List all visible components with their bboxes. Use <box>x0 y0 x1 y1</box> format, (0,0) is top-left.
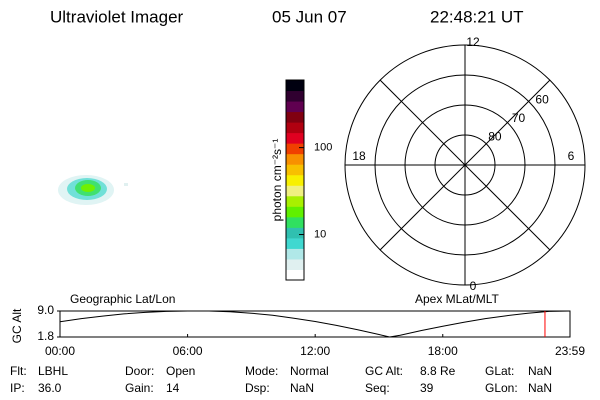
polar-ring-label: 80 <box>488 130 502 144</box>
colorbar-segment <box>286 164 304 176</box>
colorbar-tick-label: 100 <box>314 142 332 154</box>
colorbar-segment <box>286 80 304 92</box>
colorbar-segment <box>286 258 304 270</box>
polar-spoke <box>379 79 551 251</box>
info-value: NaN <box>528 364 552 378</box>
info-label: GC Alt: <box>365 364 403 378</box>
orbit-right-label: Apex MLat/MLT <box>415 292 499 306</box>
colorbar-segment <box>286 248 304 260</box>
polar-ring-label: 60 <box>535 93 549 107</box>
info-label: GLon: <box>485 381 518 395</box>
colorbar-segment <box>286 111 304 123</box>
colorbar-segment <box>286 90 304 102</box>
colorbar-segment <box>286 143 304 155</box>
colorbar-segment <box>286 206 304 218</box>
mlt-label: 12 <box>466 35 480 49</box>
colorbar-segment <box>286 185 304 197</box>
colorbar-segment <box>286 174 304 186</box>
info-value: NaN <box>290 381 314 395</box>
orbit-left-label: Geographic Lat/Lon <box>70 292 175 306</box>
orbit-x-tick-label: 12:00 <box>300 344 330 358</box>
info-value: LBHL <box>38 364 68 378</box>
colorbar-segment <box>286 269 304 281</box>
orbit-ylabel: GC Alt <box>10 308 24 343</box>
mlt-label: 18 <box>352 149 366 163</box>
colorbar-segment <box>286 237 304 249</box>
colorbar-segment <box>286 216 304 228</box>
info-value: NaN <box>528 381 552 395</box>
orbit-x-tick-label: 00:00 <box>45 344 75 358</box>
info-label: Flt: <box>10 364 27 378</box>
colorbar-segment <box>286 132 304 144</box>
info-value: Normal <box>290 364 329 378</box>
info-label: Dsp: <box>245 381 270 395</box>
polar-ring-label: 70 <box>512 111 526 125</box>
polar-ring <box>434 134 496 196</box>
aurora-image <box>58 175 128 205</box>
colorbar-tick-label: 10 <box>314 228 326 240</box>
orbit-x-tick-label: 18:00 <box>428 344 458 358</box>
polar-ring <box>374 74 556 256</box>
colorbar-segment <box>286 101 304 113</box>
altitude-line <box>59 310 571 338</box>
colorbar-segment <box>286 153 304 165</box>
info-label: Seq: <box>365 381 390 395</box>
info-value: 8.8 Re <box>420 364 456 378</box>
instrument: Ultraviolet Imager <box>50 7 184 26</box>
date: 05 Jun 07 <box>272 7 347 26</box>
polar-ring <box>404 104 526 226</box>
info-label: Door: <box>125 364 154 378</box>
orbit-x-tick-label: 06:00 <box>173 344 203 358</box>
orbit-x-tick-label: 23:59 <box>555 344 585 358</box>
mlt-label: 6 <box>568 149 575 163</box>
info-label: GLat: <box>485 364 514 378</box>
info-value: Open <box>166 364 195 378</box>
info-label: Mode: <box>245 364 278 378</box>
orbit-y-tick-label: 1.8 <box>37 329 54 343</box>
orbit-y-tick-label: 9.0 <box>37 303 54 317</box>
colorbar-frame <box>285 79 305 281</box>
colorbar-segment <box>286 227 304 239</box>
colorbar-segment <box>286 122 304 134</box>
info-label: Gain: <box>125 381 154 395</box>
orbit-frame <box>59 310 571 338</box>
colorbar-segment <box>286 195 304 207</box>
info-value: 39 <box>420 381 434 395</box>
mlt-label: 0 <box>470 279 477 293</box>
colorbar-label: photon cm⁻²s⁻¹ <box>270 139 284 222</box>
time: 22:48:21 UT <box>430 7 524 26</box>
info-value: 14 <box>166 381 180 395</box>
info-label: IP: <box>10 381 25 395</box>
info-value: 36.0 <box>38 381 62 395</box>
